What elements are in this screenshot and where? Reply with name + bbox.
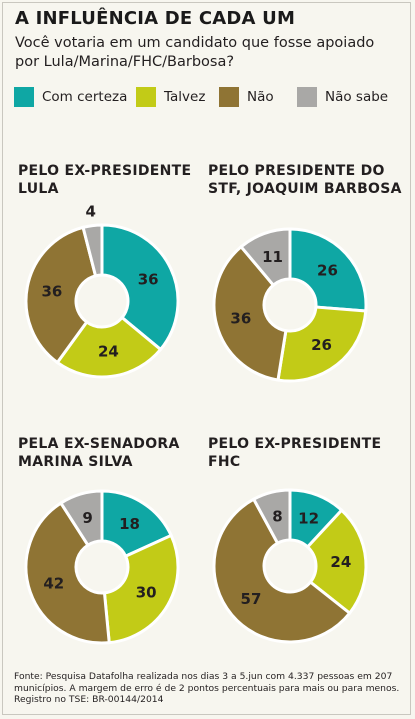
slice-marina-nao-sabe xyxy=(58,489,104,548)
slice-marina-com-certeza xyxy=(100,489,174,559)
slice-label-marina-nao-sabe: 9 xyxy=(82,509,92,527)
slice-fhc-talvez xyxy=(305,508,368,616)
legend-label-com-certeza: Com certeza xyxy=(42,89,128,105)
chart-title-lula: PELO EX-PRESIDENTE LULA xyxy=(18,162,203,198)
slice-label-fhc-com-certeza: 12 xyxy=(298,510,319,528)
slice-label-lula-com-certeza: 36 xyxy=(138,270,159,288)
chart-title-barbosa: PELO PRESIDENTE DO STF, JOAQUIM BARBOSA xyxy=(208,162,402,198)
source-line-2: municípios. A margem de erro é de 2 pont… xyxy=(14,682,400,694)
chart-title-barbosa-line-2: STF, JOAQUIM BARBOSA xyxy=(208,181,402,197)
subtitle-line-1: Você votaria em um candidato que fosse a… xyxy=(15,35,375,51)
source-line-1: Fonte: Pesquisa Datafolha realizada nos … xyxy=(14,671,393,682)
chart-title-marina: PELA EX-SENADORA MARINA SILVA xyxy=(18,435,203,471)
chart-title-marina-line-2: MARINA SILVA xyxy=(18,454,133,470)
legend-item-nao: Não xyxy=(219,86,274,108)
infographic-title: A INFLUÊNCIA DE CADA UM xyxy=(15,8,296,29)
slice-label-marina-talvez: 30 xyxy=(136,584,157,602)
slice-fhc-nao xyxy=(212,497,352,644)
legend: Com certeza Talvez Não Não sabe xyxy=(14,86,409,108)
slice-barbosa-nao-sabe xyxy=(239,227,292,288)
legend-label-talvez: Talvez xyxy=(164,89,206,105)
subtitle-line-2: por Lula/Marina/FHC/Barbosa? xyxy=(15,54,235,70)
legend-swatch-talvez xyxy=(136,87,156,107)
slice-marina-nao xyxy=(24,500,111,645)
chart-title-fhc: PELO EX-PRESIDENTE FHC xyxy=(208,435,393,471)
slice-lula-com-certeza xyxy=(100,223,180,352)
slice-label-fhc-nao-sabe: 8 xyxy=(272,508,282,526)
slice-label-marina-com-certeza: 18 xyxy=(119,515,140,533)
infographic-frame xyxy=(2,2,411,715)
legend-item-talvez: Talvez xyxy=(136,86,205,108)
legend-item-nao-sabe: Não sabe xyxy=(297,86,388,108)
legend-swatch-com-certeza xyxy=(14,87,34,107)
slice-label-lula-talvez: 24 xyxy=(98,343,119,361)
legend-label-nao-sabe: Não sabe xyxy=(325,89,389,105)
slice-label-fhc-talvez: 24 xyxy=(330,553,351,571)
slice-label-barbosa-nao: 36 xyxy=(230,310,251,328)
source-line-3: Registro no TSE: BR-00144/2014 xyxy=(14,694,164,705)
legend-swatch-nao xyxy=(219,87,239,107)
slice-label-barbosa-com-certeza: 26 xyxy=(317,261,338,279)
slice-label-lula-nao-sabe: 4 xyxy=(86,203,96,221)
legend-label-nao: Não xyxy=(247,89,274,105)
chart-title-barbosa-line-1: PELO PRESIDENTE DO xyxy=(208,163,385,179)
infographic-subtitle: Você votaria em um candidato que fosse a… xyxy=(15,34,400,72)
legend-swatch-nao-sabe xyxy=(297,87,317,107)
slice-barbosa-com-certeza xyxy=(288,227,368,313)
slice-lula-talvez xyxy=(55,315,163,379)
slice-label-marina-nao: 42 xyxy=(43,575,64,593)
slice-lula-nao xyxy=(24,225,98,365)
slice-label-fhc-nao: 57 xyxy=(241,590,262,608)
slice-fhc-nao-sabe xyxy=(251,488,292,546)
legend-item-com-certeza: Com certeza xyxy=(14,86,127,108)
chart-title-marina-line-1: PELA EX-SENADORA xyxy=(18,436,180,452)
slice-barbosa-talvez xyxy=(276,305,368,383)
slice-label-barbosa-talvez: 26 xyxy=(311,336,332,354)
slice-label-barbosa-nao-sabe: 11 xyxy=(262,248,283,266)
chart-title-fhc-line-1: PELO EX-PRESIDENTE xyxy=(208,436,382,452)
slice-lula-nao-sabe xyxy=(81,223,104,278)
chart-title-fhc-line-2: FHC xyxy=(208,454,241,470)
slice-marina-talvez xyxy=(102,533,180,645)
source-note: Fonte: Pesquisa Datafolha realizada nos … xyxy=(14,671,404,706)
chart-title-lula-line-2: LULA xyxy=(18,181,59,197)
slice-label-lula-nao: 36 xyxy=(41,282,62,300)
chart-title-lula-line-1: PELO EX-PRESIDENTE xyxy=(18,163,192,179)
